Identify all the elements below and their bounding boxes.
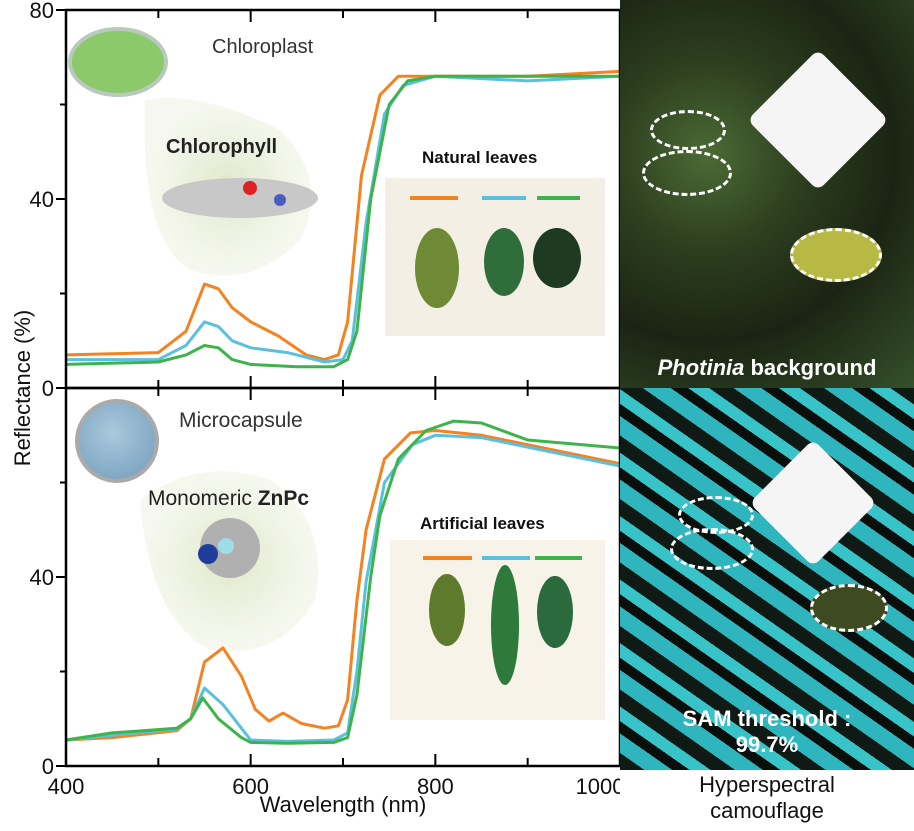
chlorophyll-molecule: [162, 178, 318, 218]
x-tick-label: 600: [232, 774, 269, 799]
microcapsule-illustration: [75, 399, 159, 483]
artificial-leaf-outline: [670, 528, 754, 570]
x-tick-label: 800: [417, 774, 454, 799]
chloroplast-label: Chloroplast: [212, 36, 314, 58]
znpc-molecule: [198, 518, 260, 578]
leaf: [415, 228, 459, 308]
sam-threshold-label: SAM threshold :: [682, 706, 852, 731]
y-tick-label: 0: [42, 376, 54, 401]
leaf: [491, 565, 519, 685]
photo-label: Photinia background: [657, 355, 877, 380]
series-line-1-1: [65, 69, 620, 362]
inset-title: Natural leaves: [422, 148, 537, 167]
natural-leaf-outline: [790, 228, 882, 282]
znpc-label: Monomeric ZnPc: [148, 487, 309, 510]
leaf: [537, 576, 573, 648]
leaf: [484, 228, 524, 296]
series-line-1-2: [66, 74, 620, 364]
reflectance-charts: Chloroplast Chlorophyll Natural leaves M…: [10, 0, 620, 817]
caption-line: camouflage: [710, 798, 824, 823]
y-tick-label: 40: [30, 187, 54, 212]
series-line-1-3: [65, 74, 620, 369]
leaf: [429, 574, 465, 646]
reference-card: [747, 49, 889, 191]
caption-line: Hyperspectral: [699, 772, 835, 797]
leaf: [533, 228, 581, 288]
hyperspectral-sam-photo: SAM threshold : 99.7%: [620, 388, 914, 770]
y-tick-label: 40: [30, 565, 54, 590]
chloroplast-illustration: [68, 27, 168, 97]
natural-leaf-outline: [642, 150, 732, 196]
caption: Hyperspectral camouflage: [620, 772, 914, 824]
chlorophyll-label: Chlorophyll: [166, 136, 277, 158]
photinia-background-photo: Photinia background: [620, 0, 914, 388]
y-axis-label: Reflectance (%): [10, 310, 35, 467]
microcapsule-label: Microcapsule: [179, 409, 303, 432]
x-axis-label: Wavelength (nm): [260, 792, 427, 817]
sam-threshold-value: 99.7%: [735, 732, 799, 757]
x-tick-label: 400: [48, 774, 85, 799]
y-tick-label: 80: [30, 0, 54, 23]
natural-leaf-outline: [650, 110, 726, 150]
series-line-2-3: [65, 419, 620, 745]
inset-title: Artificial leaves: [420, 514, 545, 533]
reference-card: [749, 439, 877, 567]
y-tick-label: 0: [42, 754, 54, 779]
x-tick-label: 1000: [576, 774, 620, 799]
artificial-leaf-outline: [810, 584, 888, 632]
